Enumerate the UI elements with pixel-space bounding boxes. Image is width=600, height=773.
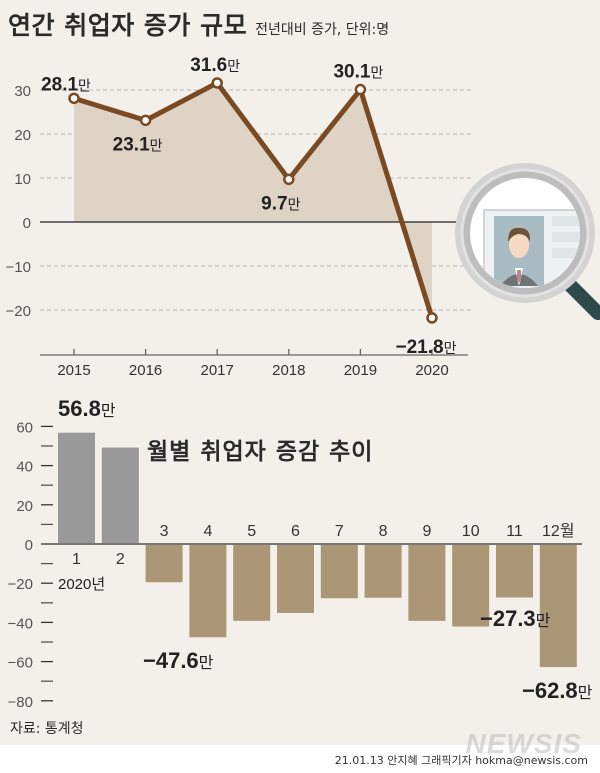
- bar-data-label: 56.8만: [58, 396, 116, 421]
- x-tick-label: 2019: [344, 362, 377, 379]
- x-tick-label: 2018: [272, 362, 305, 379]
- month-label: 7: [335, 523, 344, 540]
- month-bar: [189, 544, 227, 638]
- month-bar: [233, 544, 271, 621]
- data-point: [354, 83, 367, 96]
- month-bar: [539, 544, 577, 668]
- monthly-chart-title: 월별 취업자 증감 추이: [147, 439, 374, 465]
- y-tick-label: −80: [8, 694, 33, 711]
- month-label: 4: [203, 523, 212, 540]
- data-point: [139, 114, 152, 127]
- y-tick-label: −60: [8, 655, 33, 672]
- month-label: 3: [160, 523, 169, 540]
- data-label: −21.8만: [396, 337, 457, 358]
- data-point: [283, 173, 295, 186]
- chart-subtitle: 전년대비 증가, 단위:명: [255, 22, 390, 38]
- data-label: 23.1만: [113, 134, 163, 155]
- month-label: 6: [291, 523, 300, 540]
- month-label: 12월: [542, 522, 575, 540]
- month-bar: [145, 544, 183, 583]
- month-label: 9: [422, 523, 431, 540]
- y-tick-label: 40: [16, 459, 33, 476]
- data-label: 31.6만: [190, 55, 240, 76]
- year-label: 2020년: [58, 576, 105, 593]
- data-label: 9.7만: [261, 193, 300, 214]
- credit-line: 21.01.13 안지혜 그래픽기자 hokma@newsis.com: [334, 754, 588, 767]
- month-bar: [277, 544, 314, 613]
- data-point: [211, 77, 223, 89]
- trend-line: [73, 80, 435, 319]
- data-source: 자료: 통계청: [10, 721, 84, 737]
- x-tick-label: 2015: [57, 362, 90, 379]
- month-bar: [496, 544, 533, 598]
- annual-line-chart: 30 20 10 0 −10 −20 2015 2016 2017 2018 2019 2020 28.…: [6, 55, 472, 379]
- month-bar: [58, 432, 95, 544]
- bar-data-label: −47.6만: [143, 648, 214, 673]
- x-tick-label: 2020: [415, 362, 448, 379]
- month-bar: [101, 447, 139, 544]
- y-tick-label: 0: [23, 215, 31, 232]
- data-point: [68, 92, 80, 105]
- month-bar: [320, 544, 358, 599]
- x-tick-label: 2016: [129, 362, 162, 379]
- y-tick-label: 20: [14, 127, 31, 144]
- chart-title: 연간 취업자 증가 규모: [8, 11, 248, 40]
- y-tick-label: −10: [6, 259, 31, 276]
- y-tick-label: 60: [16, 419, 33, 436]
- month-label: 1: [72, 551, 81, 568]
- y-tick-label: 0: [25, 537, 33, 554]
- month-label: 8: [379, 523, 388, 540]
- data-label: 30.1만: [333, 62, 383, 83]
- month-label: 10: [462, 523, 480, 540]
- month-bar: [408, 544, 446, 621]
- y-tick-label: 30: [14, 83, 31, 100]
- y-tick-label: 10: [14, 171, 31, 188]
- month-label: 5: [247, 523, 256, 540]
- month-label: 11: [506, 523, 523, 540]
- area-fill: [74, 82, 432, 318]
- newsis-watermark: NEWSIS: [465, 728, 582, 759]
- y-tick-label: −40: [8, 615, 33, 632]
- bar-data-label: −62.8만: [522, 678, 593, 703]
- data-point: [426, 312, 438, 324]
- month-label: 2: [116, 551, 125, 568]
- x-tick-label: 2017: [201, 362, 234, 379]
- month-bar: [364, 544, 402, 598]
- y-tick-label: 20: [16, 498, 33, 515]
- data-label: 28.1만: [41, 74, 91, 95]
- header: 연간 취업자 증가 규모 전년대비 증가, 단위:명: [8, 6, 389, 42]
- y-tick-label: −20: [8, 576, 33, 593]
- y-tick-label: −20: [6, 303, 31, 320]
- month-bar: [452, 544, 490, 627]
